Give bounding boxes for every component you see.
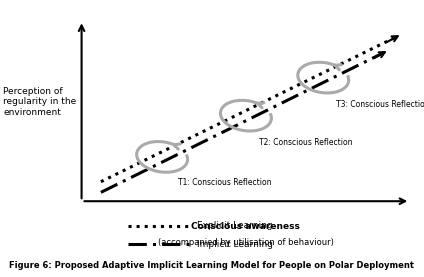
Text: T2: Conscious Reflection: T2: Conscious Reflection (259, 138, 352, 147)
Text: T1: Conscious Reflection: T1: Conscious Reflection (178, 178, 272, 187)
Text: Figure 6: Proposed Adaptive Implicit Learning Model for People on Polar Deployme: Figure 6: Proposed Adaptive Implicit Lea… (9, 261, 415, 270)
Text: (accompanied by utilisation of behaviour): (accompanied by utilisation of behaviour… (158, 238, 334, 247)
Text: Implicit Learning: Implicit Learning (197, 240, 273, 249)
Text: Perception of
regularity in the
environment: Perception of regularity in the environm… (3, 87, 76, 117)
Text: T3: Conscious Reflection: T3: Conscious Reflection (336, 100, 424, 109)
Text: Conscious awareness: Conscious awareness (192, 222, 300, 232)
Text: Explicit Learning: Explicit Learning (197, 221, 272, 230)
